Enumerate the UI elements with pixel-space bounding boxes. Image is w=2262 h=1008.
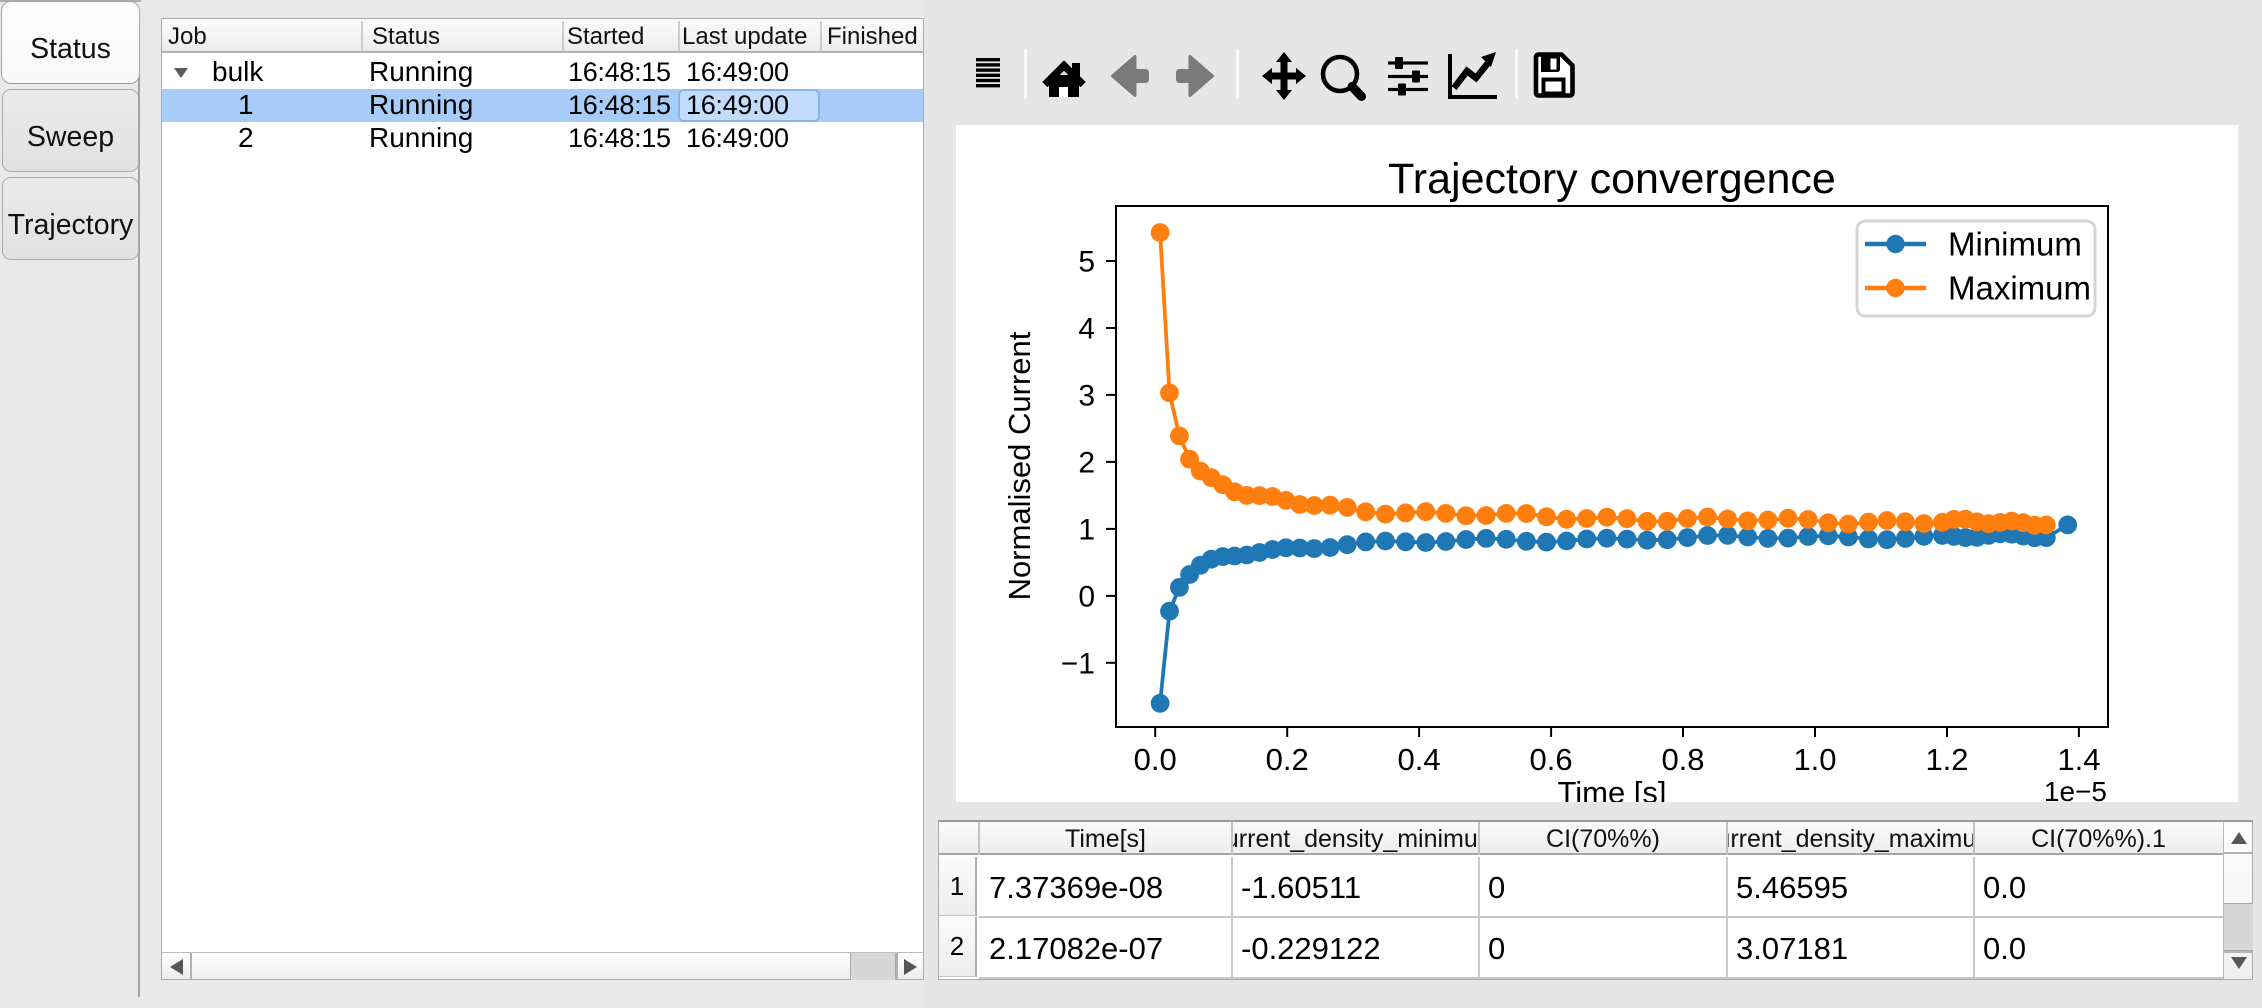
svg-text:0.6: 0.6 <box>1530 742 1573 777</box>
svg-text:0.2: 0.2 <box>1266 742 1309 777</box>
svg-text:Time [s]: Time [s] <box>1557 775 1666 802</box>
svg-text:1.0: 1.0 <box>1793 742 1836 777</box>
svg-text:0.4: 0.4 <box>1398 742 1441 777</box>
svg-text:−1: −1 <box>1061 647 1095 680</box>
svg-text:0.0: 0.0 <box>1134 742 1177 777</box>
svg-text:Trajectory convergence: Trajectory convergence <box>1388 155 1836 203</box>
svg-text:Normalised Current: Normalised Current <box>1002 331 1037 600</box>
svg-text:Maximum: Maximum <box>1948 270 2091 307</box>
svg-text:5: 5 <box>1078 246 1095 279</box>
svg-text:2: 2 <box>1078 446 1095 479</box>
svg-text:0.8: 0.8 <box>1661 742 1704 777</box>
svg-text:1: 1 <box>1078 513 1095 546</box>
svg-text:Minimum: Minimum <box>1948 226 2082 263</box>
svg-text:1.4: 1.4 <box>2057 742 2100 777</box>
svg-text:1.2: 1.2 <box>1925 742 1968 777</box>
svg-text:3: 3 <box>1078 379 1095 412</box>
svg-text:1e−5: 1e−5 <box>2044 776 2107 802</box>
svg-text:4: 4 <box>1078 313 1095 346</box>
svg-text:0: 0 <box>1078 580 1095 613</box>
